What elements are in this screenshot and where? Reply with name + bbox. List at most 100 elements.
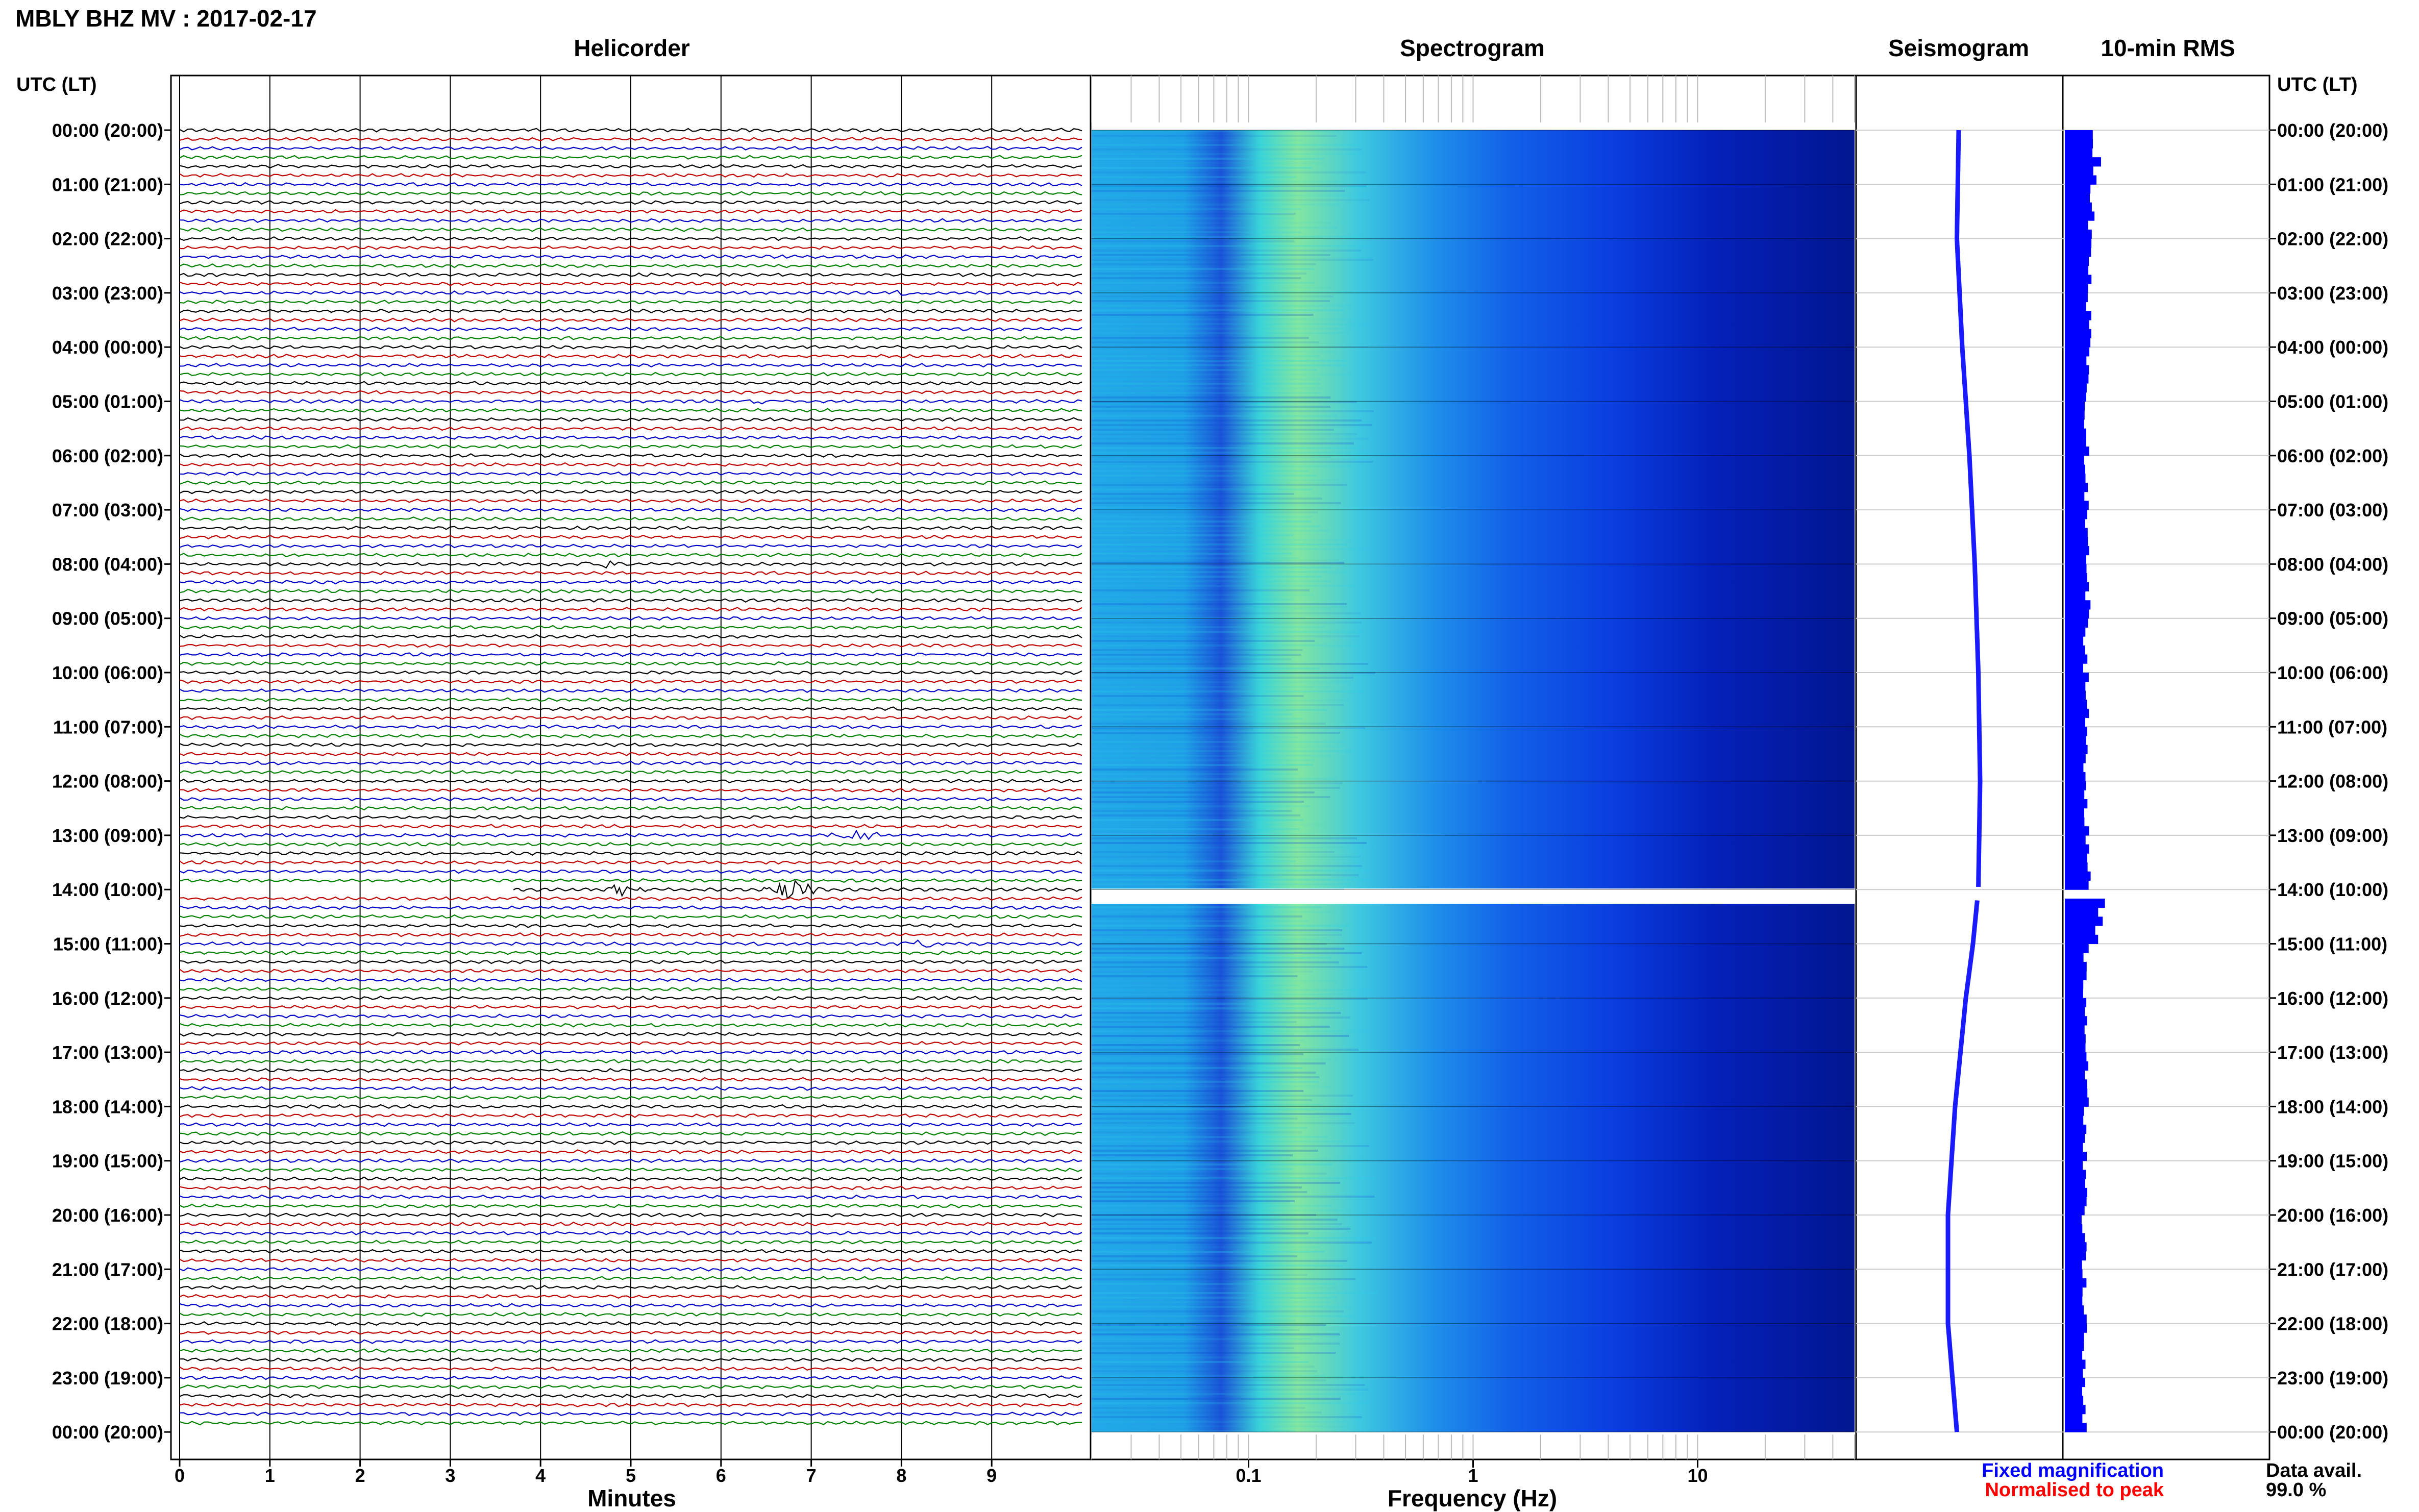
spectrogram-texture	[1092, 759, 1315, 761]
helicorder-trace-row	[179, 905, 1082, 910]
time-label-left: 11:00 (07:00)	[53, 716, 163, 737]
spectrogram-texture	[1092, 1141, 1347, 1143]
time-label-right: 15:00 (11:00)	[2277, 934, 2387, 955]
helicorder-trace-row	[179, 480, 1082, 485]
rms-bar	[2065, 1187, 2087, 1198]
rms-bar	[2065, 383, 2087, 393]
spectrogram-texture	[1092, 704, 1344, 706]
helicorder-trace-row	[179, 263, 1082, 268]
spectrogram-texture	[1092, 1053, 1304, 1055]
time-label-right: 16:00 (12:00)	[2277, 988, 2388, 1009]
time-label-left: 21:00 (17:00)	[52, 1259, 163, 1280]
time-label-right: 02:00 (22:00)	[2277, 229, 2388, 250]
rms-bar	[2065, 1116, 2084, 1125]
helicorder-trace-row	[179, 128, 1082, 133]
helicorder-trace-row	[179, 1384, 1082, 1390]
rms-bar	[2065, 1359, 2086, 1369]
helicorder-trace-row	[179, 534, 1082, 539]
spectrogram-texture	[1092, 585, 1357, 587]
rms-bar	[2065, 455, 2084, 465]
rms-bar	[2065, 1369, 2083, 1378]
rms-bar	[2065, 1386, 2082, 1396]
helicorder-trace-row	[179, 1068, 1082, 1073]
spectrogram-texture	[1092, 663, 1368, 665]
rms-bar	[2065, 1097, 2089, 1107]
spectrogram-texture	[1092, 217, 1294, 219]
spectrogram-texture	[1092, 1104, 1323, 1106]
spectrogram-texture	[1092, 723, 1326, 725]
helicorder-trace-row	[179, 1131, 1082, 1136]
spectrogram-texture	[1092, 1113, 1351, 1115]
spectrogram-texture	[1092, 548, 1366, 550]
helicorder-x-tick-label: 7	[806, 1465, 817, 1486]
rms-bar	[2065, 1079, 2087, 1089]
spectrogram-texture	[1092, 718, 1303, 720]
helicorder-trace-row	[179, 236, 1082, 241]
spectrogram-texture	[1092, 268, 1314, 270]
helicorder-trace-row	[179, 1303, 1082, 1308]
spectrogram-x-tick-label: 1	[1468, 1465, 1478, 1486]
rms-bar	[2065, 1287, 2083, 1297]
spectrogram-x-tick-label: 0.1	[1236, 1465, 1262, 1486]
spectrogram-texture	[1092, 1352, 1336, 1354]
helicorder-trace-row	[179, 317, 1082, 323]
helicorder-trace-row	[179, 1077, 1082, 1082]
helicorder-trace-row	[179, 923, 1082, 928]
spectrogram-texture	[1092, 1076, 1320, 1078]
spectrogram-texture	[1092, 778, 1336, 780]
rms-bar	[2065, 292, 2088, 303]
helicorder-trace-row	[513, 879, 1082, 900]
helicorder-trace-row	[179, 299, 1082, 305]
rms-bar	[2065, 1151, 2087, 1161]
rms-bar	[2065, 1215, 2082, 1225]
time-label-right: 13:00 (09:00)	[2277, 825, 2388, 846]
helicorder-trace-row	[179, 760, 1082, 765]
spectrogram-texture	[1092, 1012, 1341, 1014]
rms-bar	[2065, 772, 2086, 782]
spectrogram-texture	[1092, 199, 1370, 201]
spectrogram-texture	[1092, 589, 1310, 591]
rms-bar	[2065, 835, 2086, 845]
rms-bar	[2065, 880, 2089, 890]
rms-bar	[2065, 898, 2105, 908]
rms-bar	[2065, 1350, 2083, 1360]
spectrogram-texture	[1092, 250, 1361, 252]
spectrogram-texture	[1092, 323, 1368, 325]
spectrogram-texture	[1092, 796, 1330, 798]
rms-bar	[2065, 419, 2084, 429]
spectrogram-texture	[1092, 626, 1325, 628]
spectrogram-texture	[1092, 176, 1297, 178]
helicorder-trace-row	[179, 1212, 1082, 1218]
rms-bar	[2065, 1414, 2083, 1423]
spectrogram-texture	[1092, 782, 1343, 784]
helicorder-trace-row	[179, 950, 1082, 955]
time-label-right: 12:00 (08:00)	[2277, 771, 2388, 792]
spectrogram-texture	[1092, 291, 1369, 293]
helicorder-trace-row	[179, 1104, 1082, 1109]
rms-bar	[2065, 220, 2088, 230]
time-label-left: 19:00 (15:00)	[52, 1151, 163, 1172]
spectrogram-texture	[1092, 603, 1347, 605]
helicorder-trace-row	[179, 634, 1082, 639]
helicorder-trace-row	[179, 1122, 1082, 1127]
rms-bar	[2065, 926, 2095, 935]
time-label-left: 12:00 (08:00)	[52, 771, 163, 792]
helicorder-trace-row	[179, 1357, 1082, 1362]
helicorder-trace-row	[179, 652, 1082, 657]
rms-bar	[2065, 1052, 2087, 1062]
spectrogram-texture	[1092, 337, 1309, 339]
spectrogram-texture	[1092, 520, 1312, 523]
time-label-left: 05:00 (01:00)	[52, 391, 163, 412]
spectrogram-texture	[1092, 222, 1345, 224]
time-label-left: 22:00 (18:00)	[52, 1313, 163, 1334]
spectrogram-texture	[1092, 364, 1347, 366]
spectrogram-texture	[1092, 732, 1340, 734]
rms-bar	[2065, 727, 2087, 736]
spectrogram-texture	[1092, 442, 1354, 444]
spectrogram-texture	[1092, 374, 1353, 376]
spectrogram-texture	[1092, 1090, 1304, 1092]
rms-bar	[2065, 1043, 2086, 1053]
spectrogram-texture	[1092, 295, 1334, 298]
spectrogram-texture	[1092, 227, 1338, 229]
spectrogram-texture	[1092, 1333, 1340, 1335]
